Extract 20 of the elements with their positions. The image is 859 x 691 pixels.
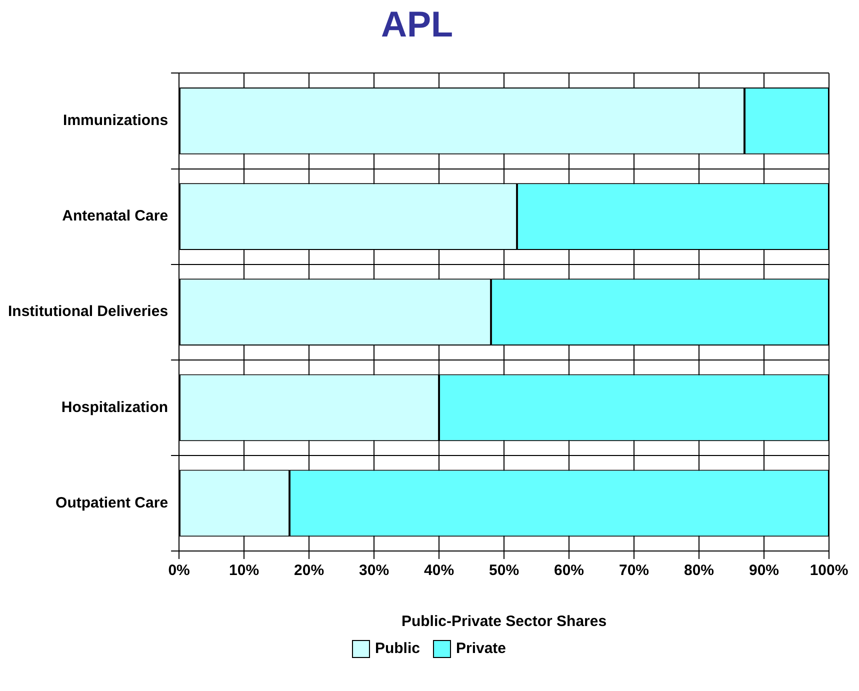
legend-label: Private xyxy=(456,640,506,657)
x-tick-label: 0% xyxy=(168,562,190,580)
x-axis-title: Public-Private Sector Shares xyxy=(401,613,607,630)
y-tick-label: Outpatient Care xyxy=(56,494,168,512)
x-tick-label: 60% xyxy=(554,562,584,580)
x-tick-label: 80% xyxy=(684,562,714,580)
y-tick-label: Antenatal Care xyxy=(62,208,168,225)
x-tick-label: 30% xyxy=(359,562,390,580)
chart-title: APL xyxy=(381,4,453,45)
x-tick-label: 50% xyxy=(489,562,520,580)
y-tick-label: Institutional Deliveries xyxy=(8,303,168,320)
y-tick-label: Immunizations xyxy=(63,112,168,130)
legend-label: Public xyxy=(374,640,420,657)
x-tick-label: 90% xyxy=(748,562,780,580)
x-tick-label: 40% xyxy=(424,562,454,580)
x-tick-label: 10% xyxy=(229,562,260,580)
x-tick-label: 20% xyxy=(294,562,324,580)
x-tick-label: 100% xyxy=(810,562,848,580)
y-tick-label: Hospitalization xyxy=(61,398,168,416)
x-tick-label: 70% xyxy=(618,562,650,580)
